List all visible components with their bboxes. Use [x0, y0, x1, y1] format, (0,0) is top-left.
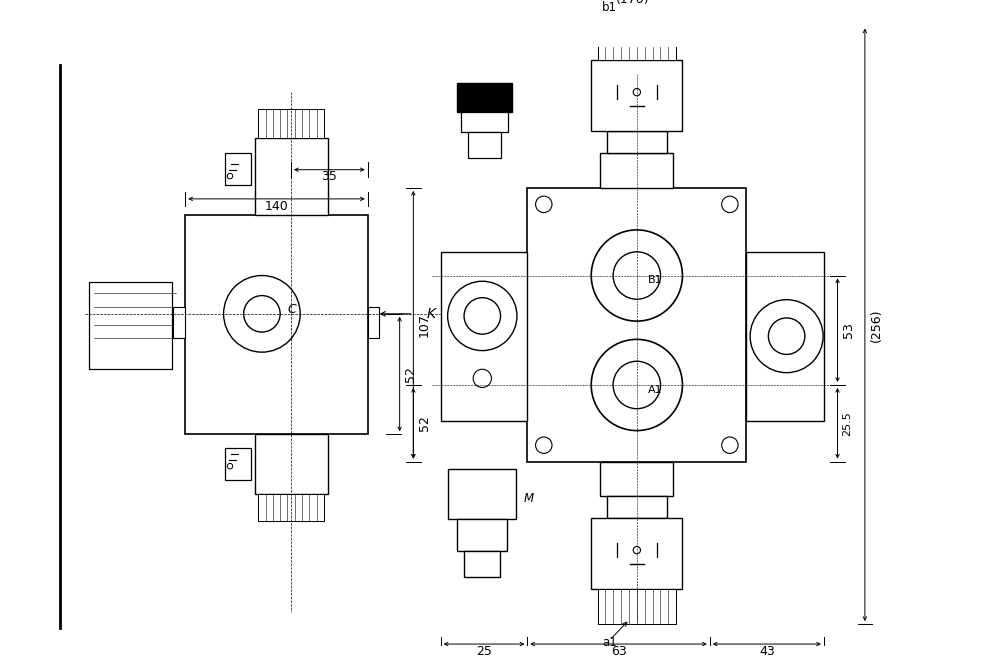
Bar — [457, 83, 512, 112]
Text: a1: a1 — [602, 636, 617, 648]
Bar — [255, 434, 328, 493]
Circle shape — [224, 275, 300, 352]
Text: 53: 53 — [842, 323, 855, 338]
Circle shape — [227, 463, 233, 469]
Bar — [368, 307, 379, 338]
Circle shape — [227, 173, 233, 179]
Circle shape — [613, 361, 661, 409]
Bar — [468, 132, 501, 158]
Bar — [591, 518, 682, 589]
Text: C: C — [287, 303, 296, 316]
Bar — [185, 215, 368, 434]
Text: 52: 52 — [418, 415, 431, 431]
Circle shape — [591, 340, 682, 430]
Bar — [448, 469, 516, 519]
Bar — [607, 131, 667, 153]
Bar — [598, 589, 676, 624]
Text: 25.5: 25.5 — [842, 411, 852, 436]
Text: (256): (256) — [870, 308, 883, 342]
Text: b1: b1 — [602, 1, 617, 14]
Circle shape — [633, 547, 640, 554]
Circle shape — [722, 437, 738, 453]
Bar — [600, 153, 673, 188]
Circle shape — [591, 230, 682, 321]
Circle shape — [473, 369, 491, 388]
Bar — [746, 252, 824, 420]
Bar — [591, 60, 682, 131]
Text: (170): (170) — [615, 0, 649, 6]
Bar — [600, 462, 673, 496]
Text: 107: 107 — [418, 313, 431, 336]
Bar — [258, 493, 324, 521]
Text: 35: 35 — [321, 170, 337, 183]
Text: 140: 140 — [265, 200, 288, 213]
Bar — [527, 188, 746, 462]
Circle shape — [613, 252, 661, 299]
Bar — [464, 551, 500, 577]
Text: 63: 63 — [611, 645, 626, 657]
Bar — [598, 26, 676, 60]
Text: M: M — [524, 491, 534, 505]
Circle shape — [536, 196, 552, 213]
Bar — [461, 112, 508, 132]
Bar — [94, 288, 167, 361]
Circle shape — [750, 300, 823, 373]
Text: K: K — [427, 307, 436, 321]
Bar — [258, 108, 324, 138]
Circle shape — [536, 437, 552, 453]
Bar — [173, 307, 185, 338]
Circle shape — [448, 281, 517, 351]
Circle shape — [722, 196, 738, 213]
Circle shape — [633, 89, 640, 96]
Circle shape — [768, 318, 805, 354]
Text: 43: 43 — [759, 645, 775, 657]
Bar — [441, 252, 527, 420]
Circle shape — [244, 296, 280, 332]
Bar — [225, 448, 251, 480]
Text: 52: 52 — [404, 366, 417, 382]
Bar — [89, 282, 172, 369]
Circle shape — [464, 298, 501, 334]
Bar — [225, 153, 251, 185]
Bar — [607, 496, 667, 518]
Text: B1: B1 — [648, 275, 662, 285]
Text: A1: A1 — [648, 384, 662, 395]
Bar — [457, 519, 507, 551]
Text: 25: 25 — [476, 645, 492, 657]
Bar — [255, 138, 328, 215]
